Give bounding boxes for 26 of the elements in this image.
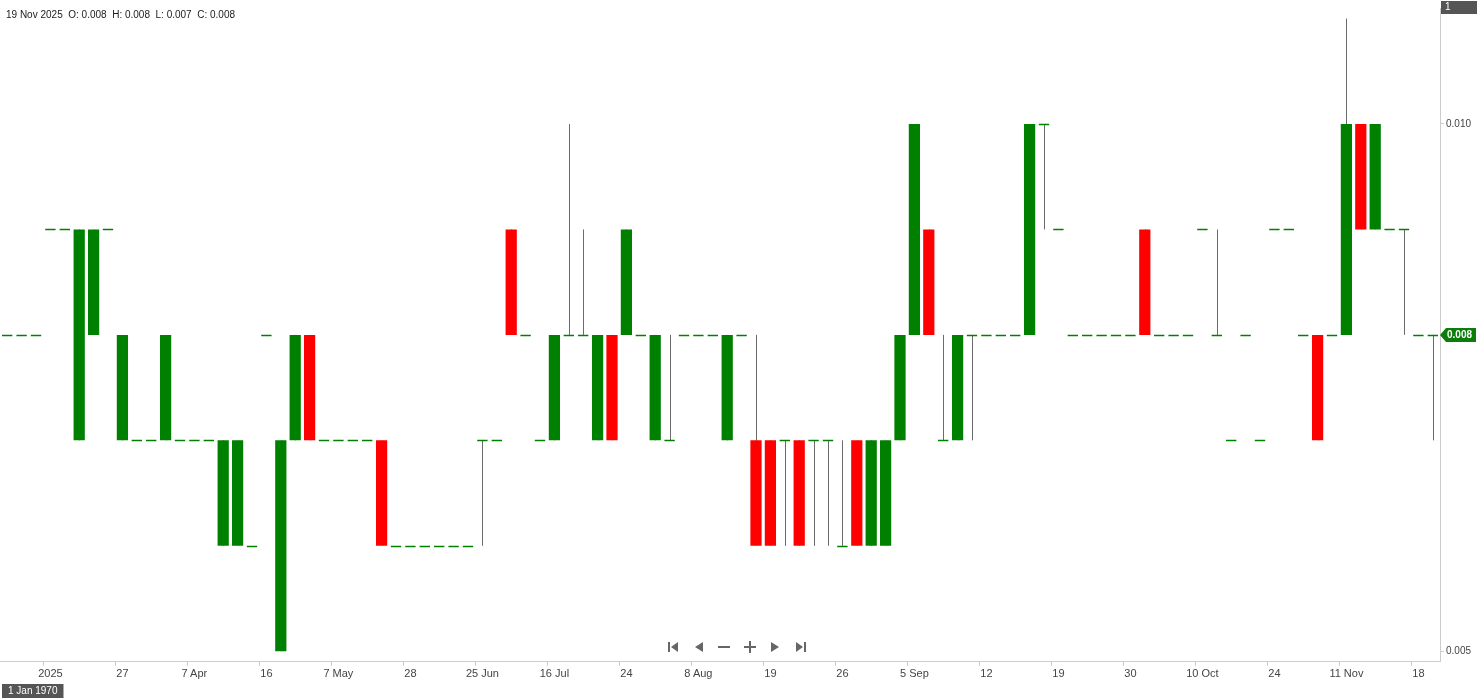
x-tick-label: 25 Jun xyxy=(465,667,499,680)
x-tick-label: 26 xyxy=(836,667,849,680)
y-tick-label: 0.010 xyxy=(1446,117,1472,129)
text: 1 xyxy=(1445,1,1451,13)
x-tick-label: 10 Oct xyxy=(1186,667,1219,680)
x-tick-label: 24 xyxy=(620,667,633,680)
x-tick-label: 7 May xyxy=(323,667,354,680)
x-tick-label: 19 xyxy=(1052,667,1065,680)
x-tick-label: 27 xyxy=(116,667,129,680)
text: 1 Jan 1970 xyxy=(8,684,58,696)
x-tick-label: 18 xyxy=(1412,667,1425,680)
annotation: 19 Nov 2025 O: 0.008 H: 0.008 L: 0.007 C: 0.008 xyxy=(6,8,236,20)
x-tick-label: 16 xyxy=(260,667,273,680)
y-tick-label: 0.005 xyxy=(1446,645,1472,656)
x-tick-label: 7 Apr xyxy=(181,667,208,680)
annotation: 0.008 xyxy=(1447,328,1473,340)
x-tick-label: 2025 xyxy=(38,667,63,680)
x-tick-label: 12 xyxy=(980,667,993,680)
x-tick-label: 8 Aug xyxy=(684,667,713,680)
x-tick-label: 30 xyxy=(1124,667,1137,680)
x-tick-label: 19 xyxy=(764,667,777,680)
x-tick-label: 11 Nov xyxy=(1329,667,1364,680)
x-tick-label: 16 Jul xyxy=(539,667,570,680)
x-tick-label: 5 Sep xyxy=(900,667,929,680)
x-tick-label: 28 xyxy=(404,667,417,680)
x-tick-label: 24 xyxy=(1268,667,1281,680)
